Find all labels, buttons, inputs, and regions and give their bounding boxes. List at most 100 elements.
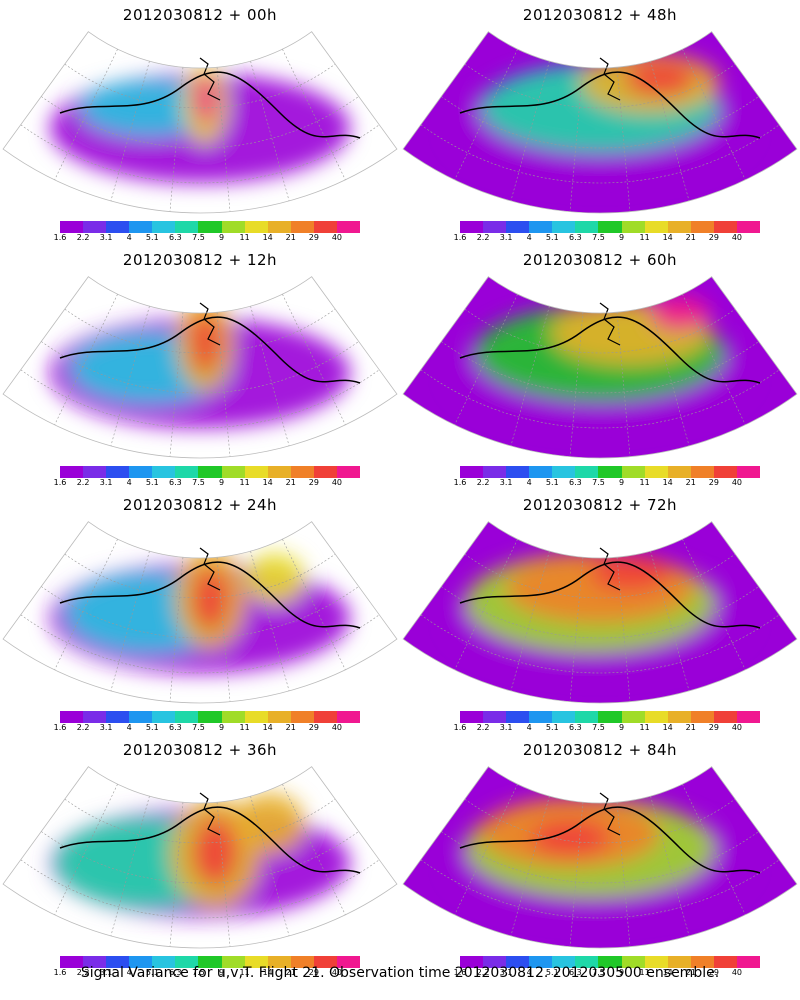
panel-title: 2012030812 + 12h [122, 251, 278, 269]
colorbar-swatch [152, 466, 176, 478]
variance-map [402, 766, 798, 949]
colorbar-label: 7.5 [592, 233, 605, 242]
colorbar-swatch [506, 956, 530, 968]
colorbar-swatch [129, 466, 153, 478]
colorbar [60, 221, 361, 233]
colorbar-swatch [460, 466, 484, 478]
colorbar-label: 14 [262, 723, 273, 732]
colorbar-label: 40 [731, 233, 743, 242]
colorbar-swatch [483, 956, 507, 968]
colorbar-swatch [129, 711, 153, 723]
panel-title: 2012030812 + 00h [122, 6, 278, 24]
colorbar-label: 11 [639, 968, 650, 977]
colorbar-labels: 1.6 2.2 3.1 4 5.1 6.3 7.5 9 11 14 21 29 40 [54, 478, 360, 490]
colorbar-swatch [598, 956, 622, 968]
colorbar [60, 711, 361, 723]
colorbar-swatch [336, 711, 361, 723]
colorbar-label: 4 [526, 233, 532, 242]
colorbar-swatch [667, 221, 691, 233]
colorbar-swatch [621, 711, 645, 723]
colorbar-swatch [483, 711, 507, 723]
colorbar-label: 2.2 [476, 478, 490, 487]
colorbar-label: 7.5 [592, 478, 605, 487]
colorbar-swatch [506, 221, 530, 233]
colorbar-label: 4 [126, 233, 132, 242]
colorbar-label: 9 [218, 723, 225, 732]
variance-map [402, 521, 798, 704]
colorbar-swatch [690, 221, 714, 233]
colorbar-label: 21 [685, 723, 696, 732]
colorbar-swatch [83, 221, 107, 233]
panel-24h: 2012030812 + 24h 1.6 2.2 3.1 4 5.1 6.3 7.5 9 11 1… [0, 490, 400, 735]
panel-title: 2012030812 + 84h [522, 741, 678, 759]
colorbar-swatch [621, 956, 645, 968]
colorbar-swatch [129, 956, 153, 968]
colorbar-swatch [336, 956, 361, 968]
colorbar-label: 11 [239, 723, 250, 732]
panel-48h: 2012030812 + 48h 1.6 2.2 3.1 4 5.1 6.3 7.5 9 11 1… [400, 0, 800, 245]
colorbar-label: 11 [239, 968, 250, 977]
colorbar-label: 6.3 [169, 478, 182, 487]
colorbar-swatch [106, 221, 130, 233]
colorbar-label: 40 [731, 968, 743, 977]
colorbar [460, 221, 761, 233]
colorbar-label: 2.2 [476, 723, 490, 732]
colorbar-swatch [221, 711, 245, 723]
panel-12h: 2012030812 + 12h 1.6 2.2 3.1 4 5.1 6.3 7.5 9 11 1… [0, 245, 400, 490]
colorbar-swatch [736, 956, 761, 968]
colorbar-label: 9 [218, 478, 225, 487]
colorbar-swatch [175, 221, 199, 233]
colorbar-label: 2.2 [76, 723, 90, 732]
colorbar-swatch [460, 956, 484, 968]
colorbar-label: 3.1 [99, 478, 113, 487]
colorbar-label: 3.1 [499, 478, 513, 487]
colorbar-label: 14 [662, 723, 673, 732]
colorbar-label: 40 [731, 478, 743, 487]
colorbar-swatch [736, 711, 761, 723]
colorbar-swatch [621, 466, 645, 478]
colorbar-label: 7.5 [592, 723, 605, 732]
colorbar-swatch [690, 956, 714, 968]
colorbar-swatch [690, 711, 714, 723]
colorbar-swatch [506, 711, 530, 723]
colorbar-swatch [336, 466, 361, 478]
colorbar-swatch [152, 711, 176, 723]
colorbar-label: 9 [618, 723, 625, 732]
colorbar-swatch [267, 956, 291, 968]
colorbar-labels: 1.6 2.2 3.1 4 5.1 6.3 7.5 9 11 14 21 29 40 [454, 723, 760, 735]
colorbar-label: 1.6 [53, 723, 67, 732]
colorbar-label: 6.3 [169, 723, 182, 732]
colorbar-swatch [644, 466, 668, 478]
colorbar-label: 11 [639, 233, 650, 242]
colorbar-label: 9 [618, 233, 625, 242]
colorbar-swatch [598, 466, 622, 478]
colorbar-swatch [175, 466, 199, 478]
colorbar-labels: 1.6 2.2 3.1 4 5.1 6.3 7.5 9 11 14 21 29 40 [454, 968, 760, 980]
colorbar-label: 6.3 [569, 723, 582, 732]
colorbar-label: 14 [262, 478, 273, 487]
panel-title: 2012030812 + 36h [122, 741, 278, 759]
colorbar-label: 29 [308, 968, 319, 977]
colorbar-label: 4 [126, 478, 132, 487]
colorbar-swatch [313, 221, 337, 233]
colorbar-swatch [267, 711, 291, 723]
colorbar-swatch [644, 221, 668, 233]
colorbar-swatch [529, 466, 553, 478]
colorbar-swatch [667, 956, 691, 968]
colorbar-label: 29 [308, 478, 319, 487]
panel-title: 2012030812 + 48h [522, 6, 678, 24]
colorbar-swatch [313, 466, 337, 478]
colorbar-swatch [713, 466, 737, 478]
variance-map [2, 31, 398, 214]
colorbar-swatch [244, 221, 268, 233]
colorbar-swatch [598, 711, 622, 723]
variance-map [402, 276, 798, 459]
colorbar-label: 6.3 [169, 968, 182, 977]
colorbar-swatch [506, 466, 530, 478]
variance-map [2, 521, 398, 704]
panel-36h: 2012030812 + 36h 1.6 2.2 3.1 4 5.1 6.3 7.5 9 11 1… [0, 735, 400, 980]
colorbar-label: 7.5 [192, 233, 205, 242]
colorbar-label: 14 [262, 968, 273, 977]
colorbar-label: 2.2 [76, 478, 90, 487]
colorbar-label: 29 [708, 723, 719, 732]
